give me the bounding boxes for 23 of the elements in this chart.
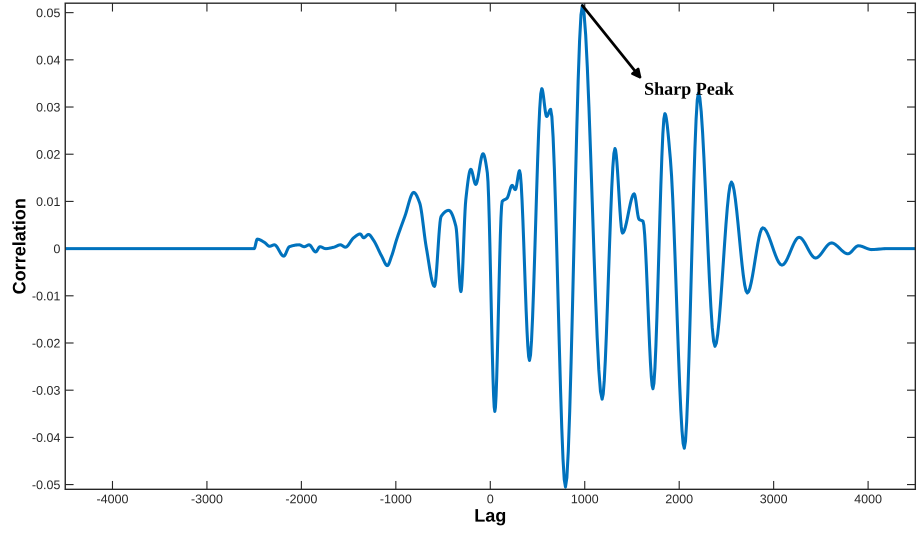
x-tick-label: -4000 [97,494,128,504]
y-tick-label: -0.01 [32,292,60,300]
y-tick-label: 0.05 [36,8,60,18]
y-tick-label: -0.02 [32,338,60,348]
y-axis-title: Correlation [12,199,26,294]
x-tick-label: 4000 [854,494,882,504]
x-tick-label: -3000 [192,494,222,504]
y-tick-label: 0.03 [36,102,60,112]
x-tick-label: 2000 [666,494,693,504]
y-tick-label: 0.04 [36,56,60,64]
y-tick-label: -0.05 [32,480,60,490]
y-tick-label: -0.04 [32,433,60,442]
x-axis-title: Lag [475,509,506,526]
y-tick-label: -0.03 [32,386,60,395]
y-tick-label: 0 [54,244,60,254]
y-tick-label: 0.02 [36,150,60,159]
x-tick-label: 0 [487,494,494,504]
x-tick-label: 3000 [760,494,788,504]
x-tick-label: -1000 [380,494,412,504]
x-tick-label: -2000 [286,494,317,504]
annotation: Sharp Peak [645,82,734,99]
x-tick-label: 1000 [572,494,598,504]
y-tick-label: 0.01 [36,197,60,206]
